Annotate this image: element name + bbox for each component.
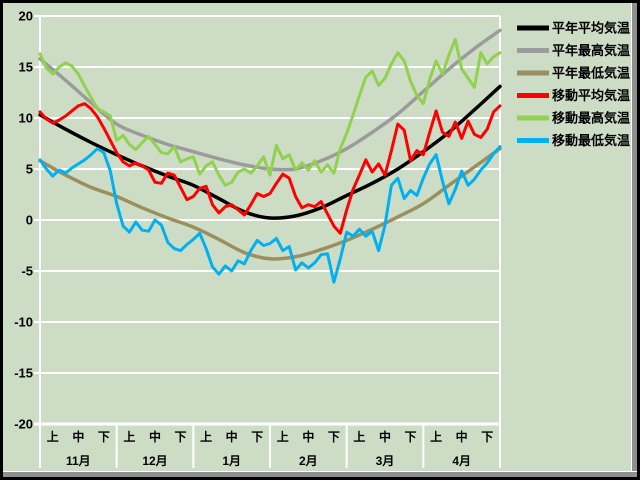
x-axis-month-label: 1月 <box>222 454 241 468</box>
x-axis-period-label: 上 <box>123 429 135 444</box>
series-line-平年最高気温 <box>38 28 502 172</box>
x-axis-period-label: 上 <box>200 429 212 444</box>
y-axis-label: -15 <box>14 366 33 381</box>
x-axis-period-label: 上 <box>430 429 442 444</box>
y-axis-label: 20 <box>19 9 33 24</box>
y-axis-label: 15 <box>19 60 33 75</box>
y-axis-label: -10 <box>14 315 33 330</box>
x-axis-month-label: 11月 <box>66 454 91 468</box>
frame-shadow-bottom <box>3 471 637 477</box>
legend-label: 平年最高気温 <box>552 43 630 58</box>
x-axis-period-label: 上 <box>47 429 59 444</box>
frame-shadow-right <box>631 3 637 477</box>
series-line-移動平均気温 <box>38 102 502 235</box>
x-axis-period-label: 上 <box>353 429 365 444</box>
x-axis-period-label: 上 <box>277 429 289 444</box>
x-axis-month-label: 12月 <box>142 454 167 468</box>
x-axis-period-label: 下 <box>98 430 110 444</box>
x-axis-period-label: 中 <box>72 429 84 444</box>
x-axis-period-label: 中 <box>456 429 468 444</box>
x-axis-month-label: 4月 <box>452 454 471 468</box>
y-axis-label: 0 <box>26 213 33 228</box>
legend-label: 移動最低気温 <box>552 133 630 148</box>
x-axis-period-label: 下 <box>251 430 263 444</box>
legend-label: 平年平均気温 <box>552 21 630 36</box>
legend-label: 移動平均気温 <box>552 88 630 103</box>
x-axis-month-label: 3月 <box>376 454 395 468</box>
y-axis-label: -20 <box>14 417 33 432</box>
x-axis-period-label: 中 <box>149 429 161 444</box>
x-axis-period-label: 下 <box>328 430 340 444</box>
series-line-移動最低気温 <box>38 145 502 284</box>
x-axis-period-label: 中 <box>302 429 314 444</box>
x-axis-period-label: 下 <box>405 430 417 444</box>
y-axis-label: 5 <box>26 162 33 177</box>
series-line-移動最高気温 <box>38 38 502 187</box>
legend-label: 平年最低気温 <box>552 66 630 81</box>
legend-label: 移動最高気温 <box>552 111 630 126</box>
x-axis-period-label: 中 <box>226 429 238 444</box>
x-axis-month-label: 2月 <box>299 454 318 468</box>
x-axis-period-label: 下 <box>175 430 187 444</box>
x-axis-period-label: 中 <box>379 429 391 444</box>
y-axis-label: -5 <box>21 264 33 279</box>
y-axis-label: 10 <box>19 111 33 126</box>
x-axis-period-label: 下 <box>481 430 493 444</box>
